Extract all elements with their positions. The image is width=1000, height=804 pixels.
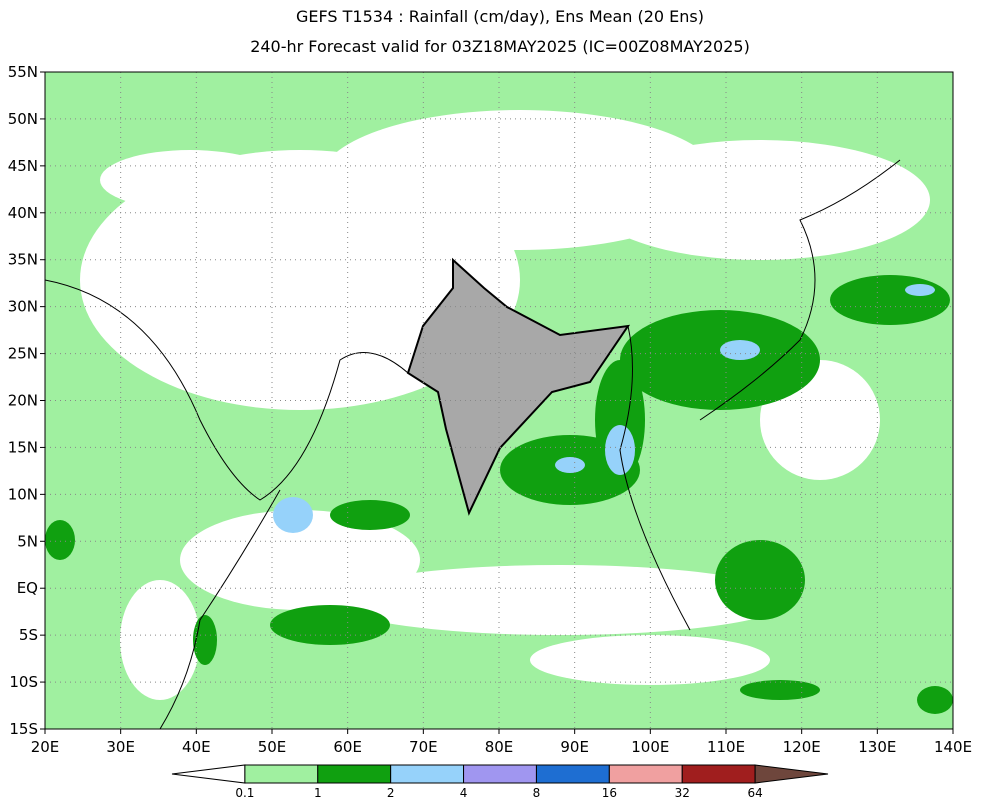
colorbar-box (608, 764, 683, 784)
map (45, 72, 953, 729)
x-tick-label: 80E (485, 738, 514, 756)
colorbar-label: 0.1 (235, 786, 254, 800)
y-tick-label: 30N (8, 298, 38, 316)
x-tick-label: 110E (707, 738, 745, 756)
x-tick-label: 30E (106, 738, 135, 756)
subtitle: 240-hr Forecast valid for 03Z18MAY2025 (… (250, 37, 750, 56)
colorbar-label: 64 (747, 786, 762, 800)
colorbar-arrow (754, 764, 829, 784)
colorbar-label: 4 (460, 786, 468, 800)
colorbar-box (463, 764, 537, 784)
x-tick-label: 90E (560, 738, 589, 756)
colorbar-label: 32 (675, 786, 690, 800)
x-tick-label: 40E (182, 738, 211, 756)
x-tick-label: 140E (934, 738, 972, 756)
y-tick-label: 35N (8, 251, 38, 269)
colorbar-box (390, 764, 465, 784)
x-tick-label: 130E (858, 738, 896, 756)
colorbar-arrow (171, 764, 246, 784)
x-tick-label: 70E (409, 738, 438, 756)
y-tick-label: 15S (9, 720, 38, 738)
y-tick-label: 10S (9, 673, 38, 691)
colorbar-label: 8 (533, 786, 541, 800)
y-tick-label: 20N (8, 392, 38, 410)
y-tick-label: 50N (8, 110, 38, 128)
y-tick-label: EQ (17, 579, 38, 597)
y-tick-label: 10N (8, 485, 38, 503)
x-tick-label: 20E (31, 738, 60, 756)
x-tick-label: 50E (258, 738, 287, 756)
x-tick-label: 100E (631, 738, 669, 756)
colorbar-label: 2 (387, 786, 395, 800)
y-tick-label: 5N (17, 532, 38, 550)
x-tick-label: 60E (333, 738, 362, 756)
title: GEFS T1534 : Rainfall (cm/day), Ens Mean… (296, 7, 704, 26)
y-tick-label: 5S (19, 626, 38, 644)
colorbar-box (681, 764, 756, 784)
colorbar-label: 16 (602, 786, 617, 800)
y-tick-label: 15N (8, 438, 38, 456)
y-tick-label: 55N (8, 63, 38, 81)
x-tick-label: 120E (783, 738, 821, 756)
y-tick-label: 25N (8, 345, 38, 363)
colorbar-box (535, 764, 610, 784)
y-tick-label: 40N (8, 204, 38, 222)
y-tick-label: 45N (8, 157, 38, 175)
colorbar-box (244, 764, 319, 784)
colorbar-box (317, 764, 392, 784)
colorbar-label: 1 (314, 786, 322, 800)
